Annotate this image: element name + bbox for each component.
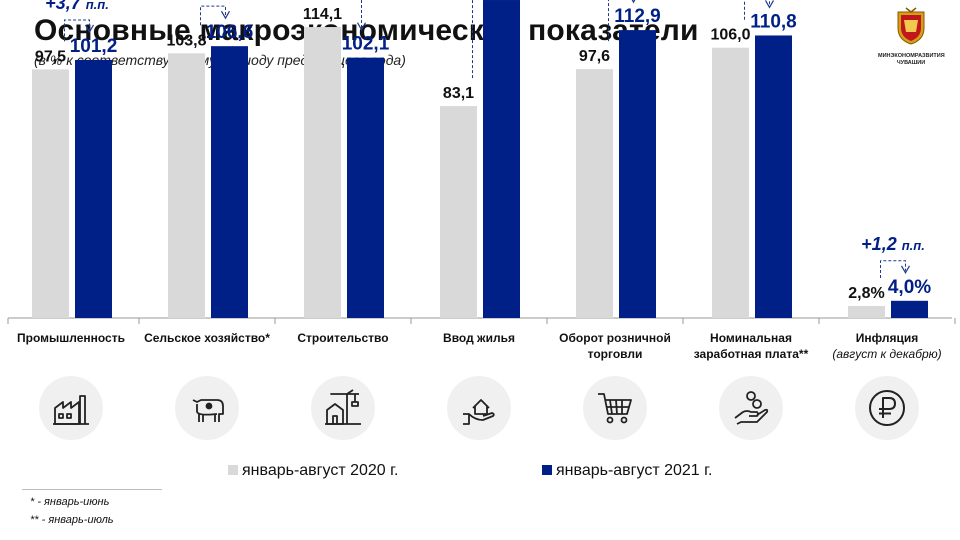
change-label: +1,2 п.п. — [861, 234, 925, 254]
change-arrow-line — [744, 0, 770, 20]
change-arrow-head — [631, 0, 636, 4]
data-label-2021: 106,6 — [206, 22, 254, 43]
bar-2021 — [347, 57, 384, 319]
change-arrow-line — [64, 19, 90, 42]
bar-2020 — [304, 27, 341, 318]
data-label-2020: 106,0 — [710, 27, 750, 44]
category-label: Сельское хозяйство* — [144, 331, 270, 345]
change-arrow-head — [84, 24, 95, 34]
change-arrow-head — [220, 10, 231, 20]
data-label-2020: 97,6 — [579, 48, 610, 65]
data-label-2021: 110,8 — [750, 11, 797, 32]
legend-item-2021: январь-август 2021 г. — [542, 462, 712, 480]
bar-2020 — [712, 47, 749, 318]
bar-2020 — [440, 106, 477, 318]
ruble-icon — [855, 376, 919, 440]
page-title: Основные макроэкономические показатели — [34, 14, 699, 47]
data-label-2021: 102,1 — [342, 34, 390, 55]
bar-2020 — [576, 69, 613, 319]
data-label-2020: 2,8% — [848, 285, 884, 302]
cow-icon — [175, 376, 239, 440]
bar-2020 — [848, 305, 885, 318]
data-label-2021: 4,0% — [888, 277, 931, 298]
category-label: Ввод жилья — [443, 331, 515, 345]
data-label-2021: 112,9 — [614, 6, 661, 27]
bar-2021 — [483, 0, 520, 318]
legend-swatch-2021 — [542, 465, 552, 475]
change-arrow-line — [200, 5, 226, 26]
change-arrow-line — [361, 0, 362, 28]
data-label-2020: 97,5 — [35, 48, 66, 65]
category-label: Строительство — [297, 331, 389, 345]
factory-icon — [39, 376, 103, 440]
data-label-2020: 103,8 — [166, 32, 206, 49]
money-hand-icon — [719, 376, 783, 440]
legend-swatch-2020 — [228, 465, 238, 475]
bar-2021 — [755, 35, 792, 319]
bar-2021 — [75, 59, 112, 318]
house-in-hand-icon — [447, 376, 511, 440]
change-arrow-line — [880, 260, 906, 278]
legend-item-2020: январь-август 2020 г. — [228, 462, 398, 480]
construction-crane-icon — [311, 376, 375, 440]
change-arrow-line — [608, 0, 634, 42]
footnote-1: * - январь-июнь — [30, 496, 110, 508]
bar-2021 — [211, 46, 248, 319]
data-label-2021: 101,2 — [70, 36, 118, 57]
change-arrow-head — [764, 0, 775, 9]
change-label: +3,7 п.п. — [45, 0, 109, 13]
footnote-divider — [22, 489, 162, 490]
logo-text: МИНЭКОНОМРАЗВИТИЯ ЧУВАШИИ — [878, 53, 945, 66]
category-label: Номинальная заработная плата** — [693, 331, 809, 361]
category-label: Оборот розничной торговли — [559, 331, 671, 361]
coat-of-arms-icon — [897, 7, 925, 45]
category-label: Промышленность — [17, 331, 125, 345]
data-label-2020: 114,1 — [303, 6, 342, 23]
bar-2021 — [891, 300, 928, 318]
shopping-cart-icon — [583, 376, 647, 440]
legend: январь-август 2020 г. январь-август 2021… — [0, 462, 960, 484]
data-label-2020: 83,1 — [443, 85, 474, 102]
bar-2020 — [32, 69, 69, 318]
category-label: Инфляция (август к декабрю) — [832, 331, 942, 361]
ministry-logo: МИНЭКОНОМРАЗВИТИЯ ЧУВАШИИ — [878, 6, 945, 66]
change-arrow-head — [356, 22, 367, 31]
bar-2021 — [619, 30, 656, 318]
change-arrow-head — [900, 265, 911, 275]
footnote-2: ** - январь-июль — [30, 514, 114, 526]
category-note: (август к декабрю) — [832, 347, 942, 361]
bar-2020 — [168, 53, 205, 319]
